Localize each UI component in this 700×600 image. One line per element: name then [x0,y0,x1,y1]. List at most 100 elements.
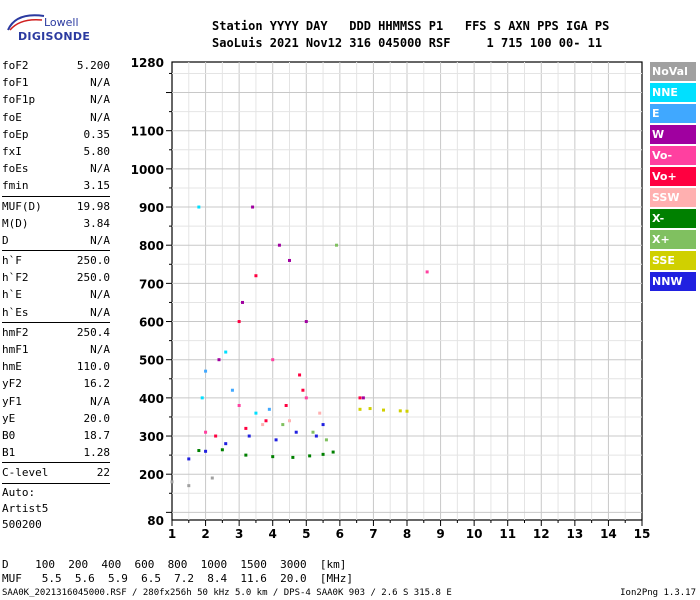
x-tick-label: 6 [336,527,344,541]
param-separator [2,462,110,464]
data-point-x [244,453,248,457]
y-tick-label: 800 [139,239,164,253]
y-tick-label: 400 [139,392,164,406]
param-name: h`F2 [2,271,29,285]
data-point-vo [298,373,302,377]
param-row: hmE 110.0 [2,358,110,375]
legend-item-vo: Vo- [650,146,696,165]
header-values: SaoLuis 2021 Nov12 316 045000 RSF 1 715 … [212,36,603,50]
data-point-sse [398,409,402,413]
y-tick-label: 1280 [131,56,164,70]
legend-item-nne: NNE [650,83,696,102]
data-point-nne [254,411,258,415]
param-value: 19.98 [76,199,110,213]
param-row: fxI 5.80 [2,143,110,160]
y-tick-label: 80 [147,514,164,528]
logo-swoosh-icon [7,14,45,31]
data-point-nne [224,350,228,354]
header-labels: Station YYYY DAY DDD HHMMSS P1 FFS S AXN… [212,19,610,33]
param-separator [2,482,110,484]
legend-item-sse: SSE [650,251,696,270]
param-row: yF2 16.2 [2,375,110,392]
distance-row: D 100 200 400 600 800 1000 1500 3000 [km… [2,558,347,571]
data-point-nnw [187,457,191,461]
param-row: h`F2 250.0 [2,269,110,286]
param-name: B1 [2,446,16,460]
x-tick-label: 13 [567,527,584,541]
data-point-nnw [294,430,298,434]
param-value: 1.28 [83,446,111,460]
param-row: yF1 N/A [2,393,110,410]
param-row: foEp 0.35 [2,126,110,143]
autoscaling-info: 500200 [2,517,42,531]
data-point-ssw [261,423,265,427]
param-value: 20.0 [83,411,111,425]
data-point-noval [210,476,214,480]
data-point-x [335,243,338,247]
param-name: hmF1 [2,343,29,356]
data-point-sse [382,408,385,412]
param-name: B0 [2,428,16,442]
param-separator [2,195,110,197]
param-value: 18.7 [83,428,111,442]
legend-item-nnw: NNW [650,272,696,291]
param-row: C-level 22 [2,464,110,481]
data-point-nnw [321,423,325,427]
data-point-x [311,430,315,434]
data-point-w [277,243,281,247]
data-point-x [291,455,295,459]
muf-distance-table: D 100 200 400 600 800 1000 1500 3000 [km… [2,558,353,586]
param-value: N/A [90,305,110,319]
param-row: foEs N/A [2,160,110,177]
param-separator [2,321,110,323]
param-value: 22 [96,466,110,480]
y-tick-label: 1000 [131,163,164,177]
x-tick-label: 10 [466,527,483,541]
legend-item-noval: NoVal [650,62,696,81]
param-name: foF1p [2,93,36,107]
param-name: yE [2,411,16,425]
param-row: fmin 3.15 [2,177,110,194]
data-point-nnw [314,434,318,438]
param-value: 3.84 [83,216,111,230]
param-row: foE N/A [2,109,110,126]
param-row: B1 1.28 [2,444,110,461]
y-tick-label: 500 [139,354,164,368]
param-name: fmin [2,179,29,193]
data-point-sse [368,407,372,411]
param-name: h`F [2,254,22,268]
param-value: 3.15 [83,179,111,193]
data-point-nne [197,205,201,209]
param-name: D [2,233,9,247]
param-row: foF1p N/A [2,91,110,108]
data-point-noval [170,480,174,484]
data-point-vo [237,320,241,324]
x-tick-label: 14 [600,527,617,541]
param-name: C-level [2,466,49,480]
legend-item-e: E [650,104,696,123]
autoscaling-info: Auto: [2,485,36,499]
parameter-panel: foF2 5.200 foF1 N/A foF1p N/A foE N/A foEp 0.35 fx… [2,57,110,533]
data-point-vo [304,396,308,400]
param-row: foF1 N/A [2,74,110,91]
data-point-w [304,320,308,324]
data-point-w [217,358,221,362]
param-row: foF2 5.200 [2,57,110,74]
param-row: M(D) 3.84 [2,215,110,232]
param-value: N/A [90,233,110,247]
param-name: MUF(D) [2,199,42,213]
param-name: M(D) [2,216,29,230]
data-point-nnw [204,449,208,453]
x-tick-label: 3 [235,527,243,541]
param-row: MUF(D) 19.98 [2,198,110,215]
legend-item-x: X+ [650,230,696,249]
data-point-x [271,455,275,459]
param-row: B0 18.7 [2,427,110,444]
param-name: foF2 [2,59,29,72]
param-value: N/A [90,394,110,408]
muf-row: MUF 5.5 5.6 5.9 6.5 7.2 8.4 11.6 20.0 [M… [2,572,353,585]
data-point-ssw [288,419,291,423]
param-row: yE 20.0 [2,410,110,427]
legend-item-vo: Vo+ [650,167,696,186]
data-point-vo [284,404,288,407]
